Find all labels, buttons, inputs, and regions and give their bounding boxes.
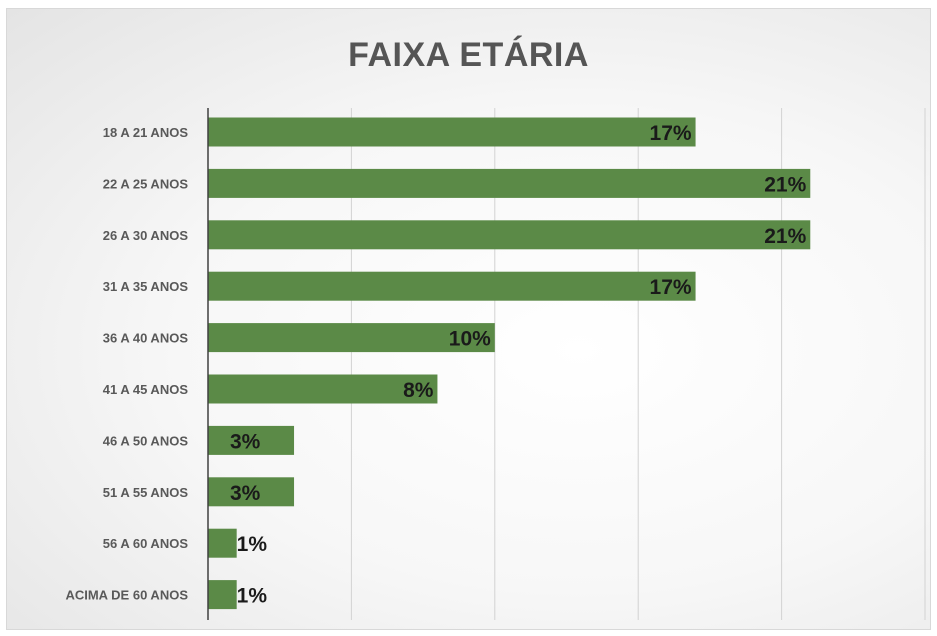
category-label: 22 A 25 ANOS — [103, 176, 189, 191]
bar — [208, 271, 696, 301]
category-label: 36 A 40 ANOS — [103, 331, 189, 346]
bar — [208, 580, 237, 610]
bar — [208, 425, 295, 455]
chart-title: FAIXA ETÁRIA — [348, 36, 589, 74]
category-label: 41 A 45 ANOS — [103, 382, 189, 397]
category-label: 51 A 55 ANOS — [103, 485, 189, 500]
bar — [208, 117, 696, 147]
data-label: 3% — [230, 430, 261, 453]
bar — [208, 528, 237, 558]
category-label: 46 A 50 ANOS — [103, 433, 189, 448]
data-label: 17% — [650, 122, 692, 145]
chart-area — [6, 8, 931, 630]
bar — [208, 220, 811, 250]
data-label: 21% — [764, 173, 806, 196]
data-label: 1% — [237, 585, 268, 608]
category-label: 56 A 60 ANOS — [103, 536, 189, 551]
bar — [208, 374, 438, 404]
category-label: 26 A 30 ANOS — [103, 228, 189, 243]
data-label: 1% — [237, 533, 268, 556]
data-label: 8% — [403, 379, 434, 402]
bar — [208, 477, 295, 507]
bar — [208, 323, 495, 353]
data-label: 21% — [764, 225, 806, 248]
data-label: 17% — [650, 276, 692, 299]
data-label: 10% — [449, 328, 491, 351]
bar — [208, 168, 811, 198]
category-label: ACIMA DE 60 ANOS — [65, 588, 188, 603]
data-label: 3% — [230, 482, 261, 505]
category-label: 18 A 21 ANOS — [103, 125, 189, 140]
category-label: 31 A 35 ANOS — [103, 279, 189, 294]
